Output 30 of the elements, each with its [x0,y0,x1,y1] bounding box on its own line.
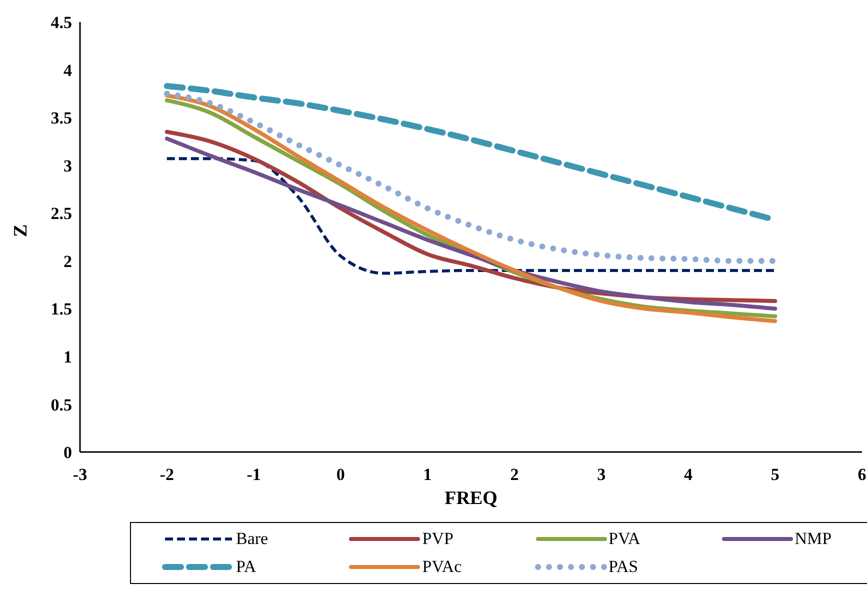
y-tick-label: 3.5 [50,108,72,128]
y-tick-label: 1 [64,347,72,366]
line-series [165,157,777,275]
legend-label: PAS [608,557,638,577]
y-tick-label: 4.5 [50,13,72,32]
y-tick-label: 0.5 [50,395,72,414]
x-tick-label: 1 [423,465,432,484]
y-tick-label: 0 [64,443,72,462]
x-tick-label: -1 [246,465,261,484]
x-axis-title: FREQ [444,488,498,509]
x-tick-label: 6 [858,465,866,484]
y-axis-title: Z [10,224,32,237]
x-tick-label: 5 [770,465,780,484]
x-tick-label: -2 [160,465,174,484]
x-tick-label: 0 [336,465,345,484]
legend-label: PVP [422,529,454,549]
y-tick-label: 2.5 [50,204,72,224]
y-tick-label: 2 [64,252,72,271]
y-tick-label: 3 [64,156,72,176]
legend-label: NMP [794,529,832,549]
x-tick-label: -3 [72,465,88,484]
y-tick-label: 4 [64,60,72,80]
legend-label: PVA [608,529,640,549]
legend-label: Bare [236,529,268,549]
x-tick-label: 4 [684,465,693,484]
y-tick-label: 1.5 [50,300,72,319]
legend-label: PA [236,557,256,577]
x-tick-label: 2 [510,465,519,484]
legend-label: PVAc [422,557,462,577]
x-tick-label: 3 [597,465,606,484]
